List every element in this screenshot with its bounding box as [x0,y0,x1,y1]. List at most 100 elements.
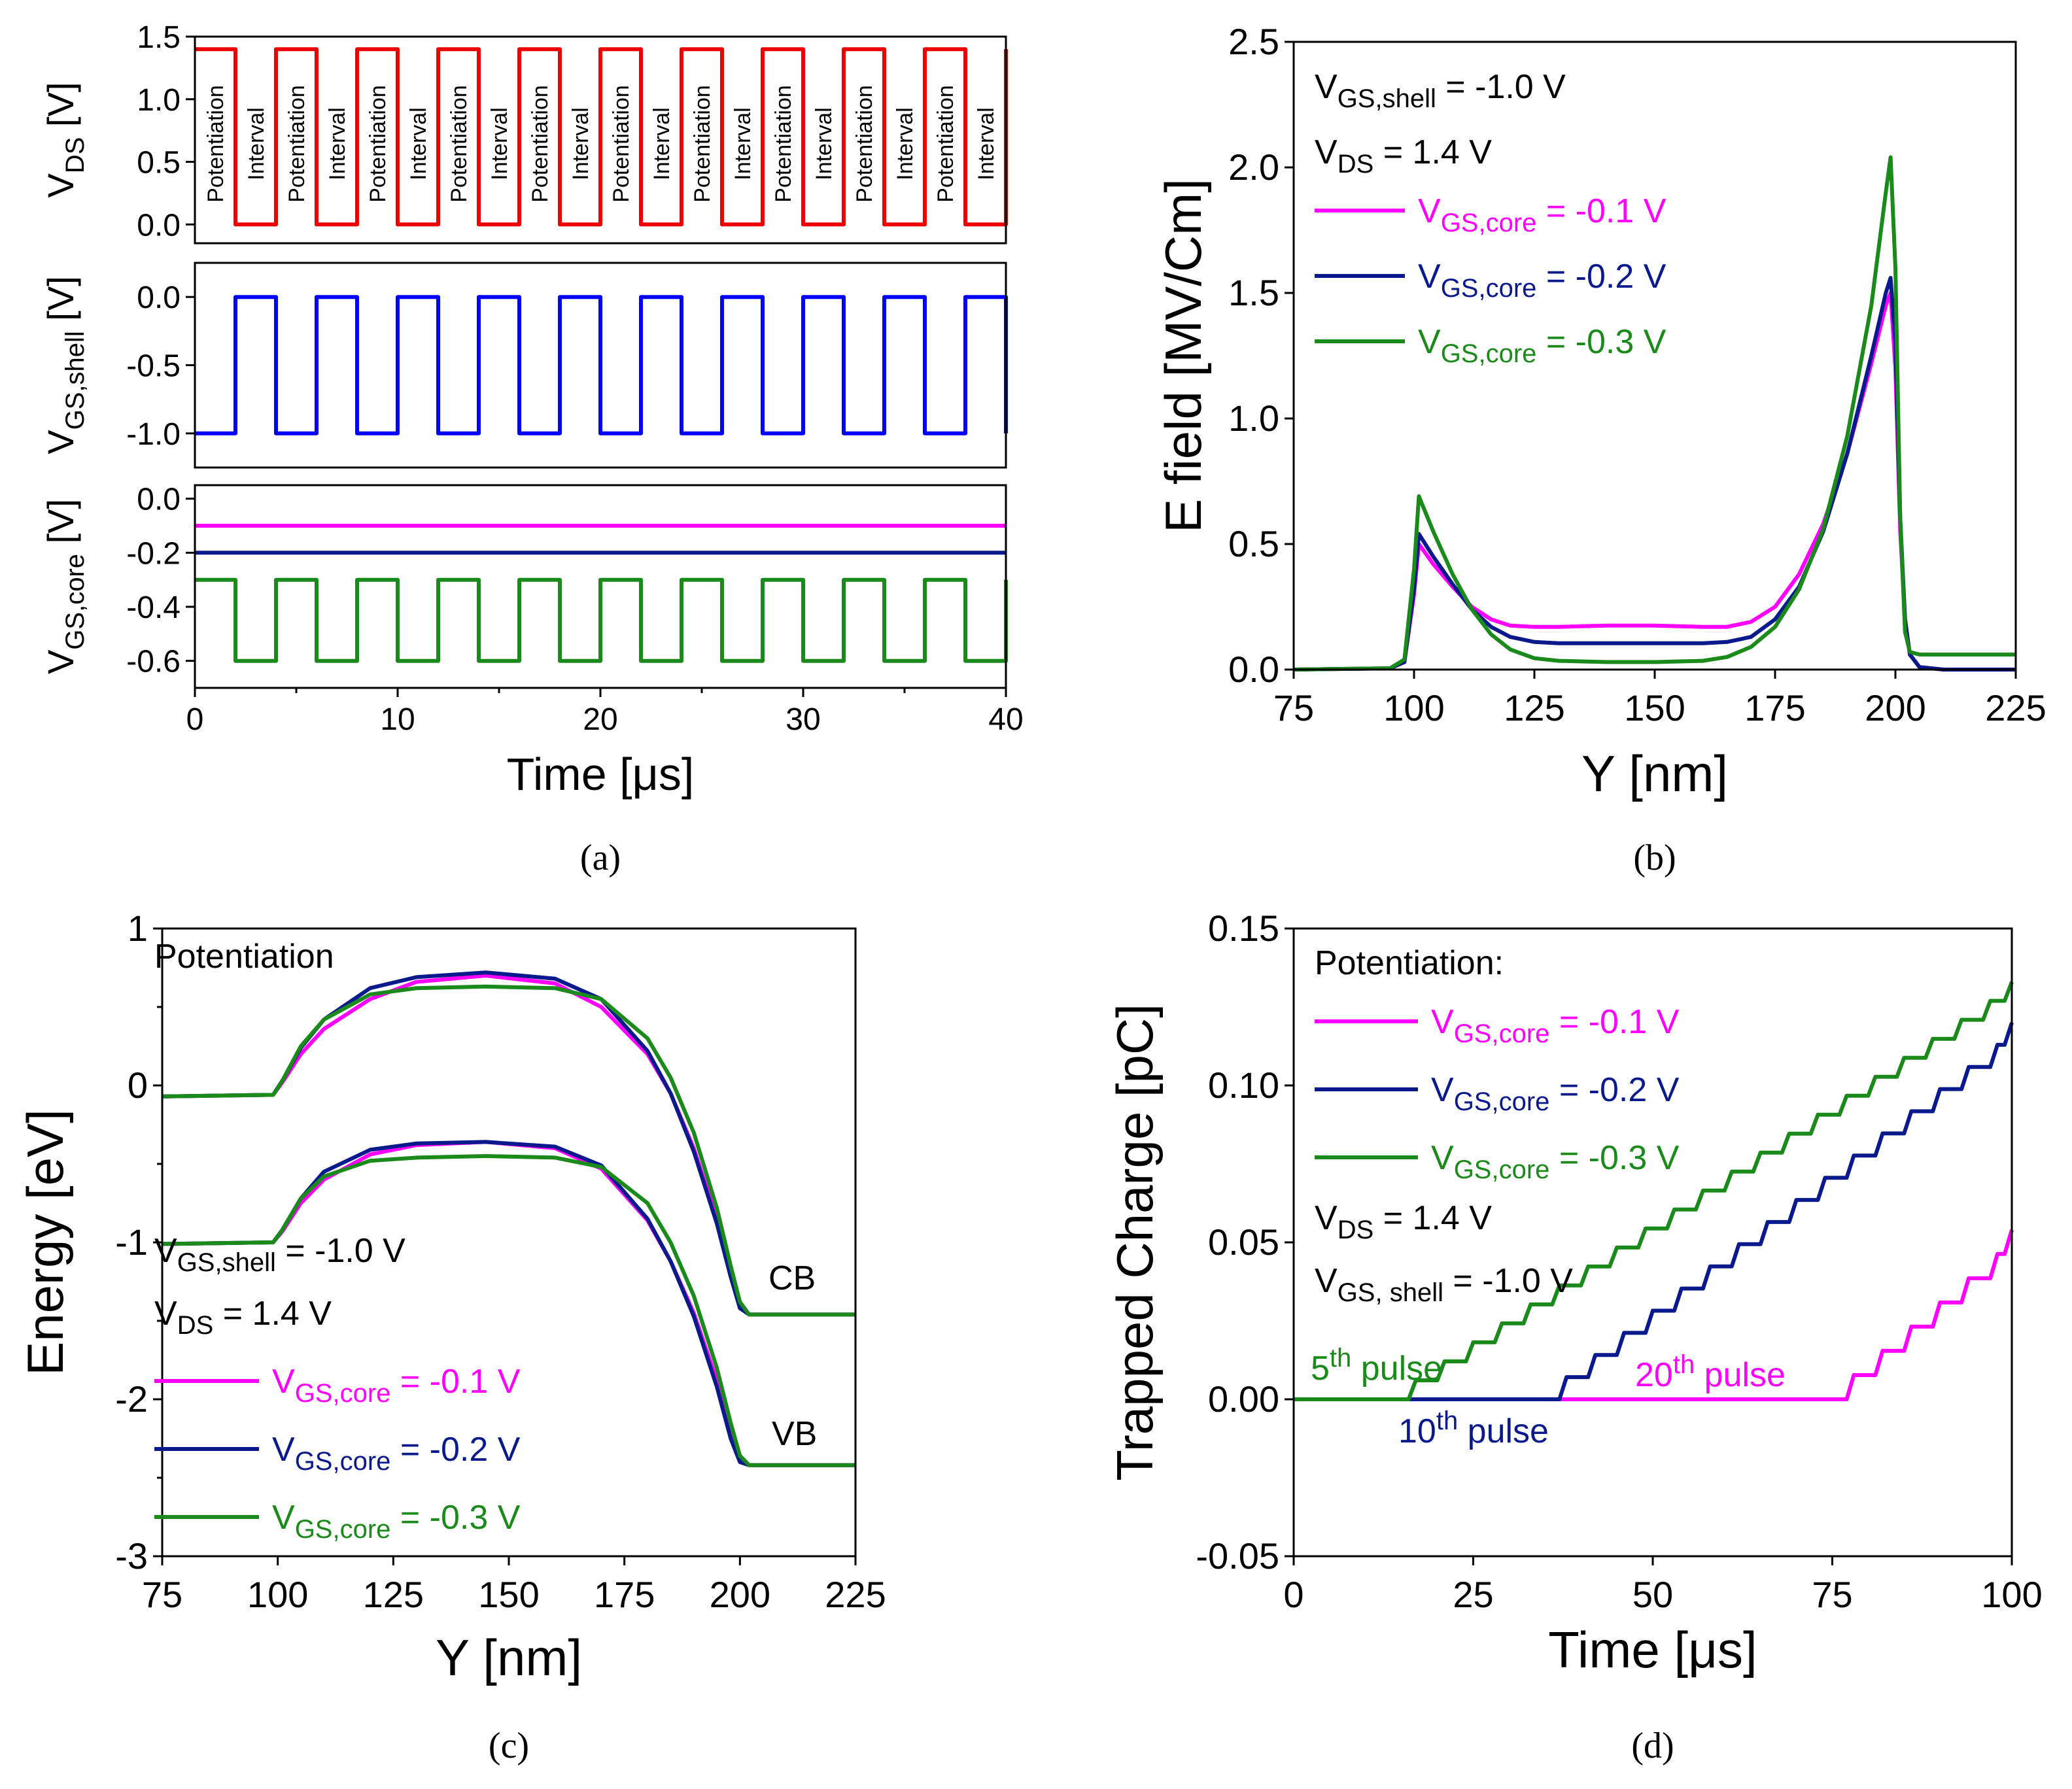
phase-label-text: Potentiation [690,85,715,203]
ytick-label-b: 2.5 [1228,21,1279,62]
legend-label-b: VGS,core = -0.1 V [1418,192,1666,237]
xtick-label-c: 225 [825,1574,886,1615]
series-d-1 [1294,1022,2014,1401]
phase-label: Interval [244,107,269,180]
panel-b: 0.0 0.5 1.0 1.5 2.0 2.5 75 100 125 150 175 200 225 E … [1154,21,2046,878]
xtick-label-d: 100 [1981,1574,2042,1615]
phase-label: Potentiation [852,85,877,203]
xtick-label-c: 200 [710,1574,770,1615]
xtick-label-a: 40 [988,702,1023,737]
xlabel-d: Time [μs] [1548,1621,1757,1678]
series-a2-2 [195,577,1008,663]
phase-label: Interval [731,107,755,180]
ytick-label-c: 1 [128,908,148,949]
panel-d: 0.15 0.10 0.05 0.00 -0.050 25 50 75 100 Trapped C… [1106,908,2043,1766]
phase-label-text: Interval [812,107,837,180]
ytick-label-a0: 0.0 [137,208,181,243]
phase-label: Interval [974,107,999,180]
legend-label-d: VGS,core = -0.1 V [1431,1003,1680,1048]
xtick-label-b: 75 [1273,687,1314,728]
ylabel-a3: VGS,core [V] [40,499,90,674]
xtick-label-c: 175 [594,1574,655,1615]
phase-label-text: Potentiation [285,85,309,203]
ylabel-a1: VDS [V] [40,82,90,198]
xlabel-c: Y [nm] [436,1629,582,1686]
xtick-label-b: 100 [1383,687,1444,728]
ytick-label-a0: 0.5 [137,146,181,180]
ytick-label-a2: 0.0 [137,483,181,517]
ylabel-text: VDS [V] [40,82,90,198]
phase-label-text: Potentiation [852,85,877,203]
ytick-label-d: -0.05 [1196,1535,1279,1576]
ytick-label-d: 0.00 [1208,1378,1279,1420]
panel-label-d: (d) [1631,1726,1674,1766]
phase-label: Potentiation [366,85,390,203]
ytick-label-b: 2.0 [1228,146,1279,188]
panel-a: 0.0 0.5 1.0 1.5 VDS [V] Potentiation Interval P… [40,20,1024,878]
phase-label: Interval [325,107,350,180]
legend-label-d: VGS,core = -0.3 V [1431,1139,1680,1184]
phase-label: Interval [487,107,512,180]
ytick-label-b: 1.0 [1228,398,1279,439]
series-c-5 [162,1154,855,1467]
phase-label: Potentiation [609,85,634,203]
annotation-b: VGS,shell = -1.0 V [1315,68,1566,113]
ytick-label-a2: -0.2 [126,536,181,571]
xtick-label-a: 0 [186,702,204,737]
ytick-label-d: 0.10 [1208,1065,1279,1106]
ytick-label-a2: -0.4 [126,590,181,625]
title-d: Potentiation: [1315,944,1504,982]
phase-label-text: Interval [487,107,512,180]
panel-c: 1 0 -1 -2 -375 100 125 150 175 200 225 Energy [eV] Y… [16,908,886,1766]
pulse-label-3: 20th pulse [1635,1350,1786,1394]
annotation-c: VDS = 1.4 V [154,1295,332,1340]
phase-label: Potentiation [285,85,309,203]
ylabel-c-text: Energy [eV] [16,1109,74,1376]
xtick-label-d: 75 [1812,1574,1852,1615]
phase-label-text: Potentiation [933,85,958,203]
phase-label: Potentiation [203,85,228,203]
legend-label-c: VGS,core = -0.3 V [272,1499,521,1544]
phase-label-text: Interval [568,107,593,180]
xlabel-a: Time [μs] [507,749,695,800]
ylabel-d: Trapped Charge [pC] [1106,1004,1164,1481]
xtick-label-c: 125 [363,1574,424,1615]
xtick-label-d: 0 [1283,1574,1304,1615]
series-b-2 [1293,155,2016,672]
band-label-vb: VB [772,1415,817,1453]
legend-label-c: VGS,core = -0.1 V [272,1363,521,1408]
xlabel-b: Y [nm] [1581,745,1728,802]
annotation-d: VGS, shell = -1.0 V [1315,1262,1573,1307]
xtick-label-d: 25 [1453,1574,1493,1615]
ylabel-c: Energy [eV] [16,1109,74,1376]
ylabel-d-text: Trapped Charge [pC] [1106,1004,1164,1481]
xtick-label-c: 100 [247,1574,308,1615]
phase-label: Interval [649,107,674,180]
ytick-label-c: -3 [115,1535,148,1576]
ylabel-b: E field [MV/Cm] [1154,179,1212,533]
pulse-label-2: 10th pulse [1398,1406,1549,1450]
ytick-label-a1: 0.0 [137,281,181,315]
phase-label-text: Interval [244,107,269,180]
annotation-b: VDS = 1.4 V [1315,133,1492,179]
title-c: Potentiation [154,938,334,976]
xtick-label-b: 200 [1865,687,1925,728]
pulse-label-1: 5th pulse [1311,1344,1442,1388]
legend-label-b: VGS,core = -0.2 V [1418,258,1666,303]
ytick-label-b: 1.5 [1228,272,1279,313]
panel-label-b: (b) [1633,838,1676,878]
phase-label-text: Potentiation [447,85,472,203]
xtick-label-a: 10 [380,702,415,737]
phase-label-text: Potentiation [609,85,634,203]
xtick-label-b: 175 [1744,687,1805,728]
legend-label-c: VGS,core = -0.2 V [272,1431,521,1476]
phase-label-text: Interval [325,107,350,180]
series-c-2 [162,984,855,1317]
phase-label: Interval [406,107,431,180]
phase-label: Potentiation [771,85,796,203]
series-d-2 [1294,981,2014,1401]
phase-label: Potentiation [528,85,553,203]
series-d-0 [1294,1229,2014,1401]
xtick-label-c: 75 [142,1574,182,1615]
